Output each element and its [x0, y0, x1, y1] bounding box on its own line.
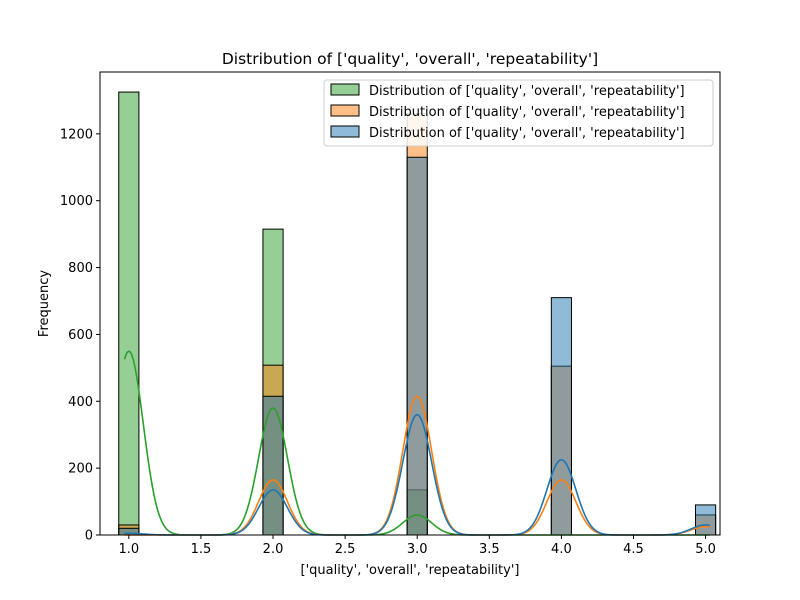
histogram-bar-blue-5 — [695, 504, 717, 536]
legend-frame — [323, 79, 714, 147]
legend-label-orange: Distribution of ['quality', 'overall', '… — [369, 105, 685, 120]
x-tick-label: 2.0 — [263, 542, 284, 557]
histogram-bar-blue-3 — [406, 156, 428, 536]
legend-swatch-green — [330, 83, 360, 96]
y-tick-label: 800 — [68, 261, 93, 276]
y-tick-label: 0 — [85, 529, 93, 544]
x-tick-label: 2.5 — [335, 542, 356, 557]
legend-swatch-blue — [330, 125, 360, 138]
y-axis-label: Frequency — [37, 270, 52, 337]
chart-title: Distribution of ['quality', 'overall', '… — [222, 50, 598, 68]
y-tick-label: 600 — [68, 328, 93, 343]
y-tick-label: 400 — [68, 395, 93, 410]
x-axis-ticks: 1.0 1.5 2.0 2.5 3.0 3.5 4.0 4.5 5.0 — [118, 535, 716, 557]
y-tick-label: 200 — [68, 462, 93, 477]
legend: Distribution of ['quality', 'overall', '… — [323, 79, 714, 147]
y-axis-ticks: 0 200 400 600 800 1000 1200 — [60, 127, 100, 544]
histogram-bar-blue-2 — [262, 395, 284, 536]
y-tick-label: 1200 — [60, 127, 93, 142]
x-tick-label: 3.0 — [407, 542, 428, 557]
x-tick-label: 4.0 — [551, 542, 572, 557]
y-tick-label: 1000 — [60, 194, 93, 209]
x-tick-label: 4.5 — [623, 542, 644, 557]
x-axis-label: ['quality', 'overall', 'repeatability'] — [301, 563, 520, 578]
x-tick-label: 1.0 — [118, 542, 139, 557]
x-tick-label: 3.5 — [479, 542, 500, 557]
legend-swatch-orange — [330, 104, 360, 117]
x-tick-label: 5.0 — [695, 542, 716, 557]
histogram-bar-green-1 — [118, 91, 140, 536]
x-tick-label: 1.5 — [191, 542, 212, 557]
legend-label-blue: Distribution of ['quality', 'overall', '… — [369, 126, 685, 141]
legend-label-green: Distribution of ['quality', 'overall', '… — [369, 84, 685, 99]
histogram-bar-blue-4 — [550, 297, 572, 536]
plot-frame — [99, 71, 721, 536]
